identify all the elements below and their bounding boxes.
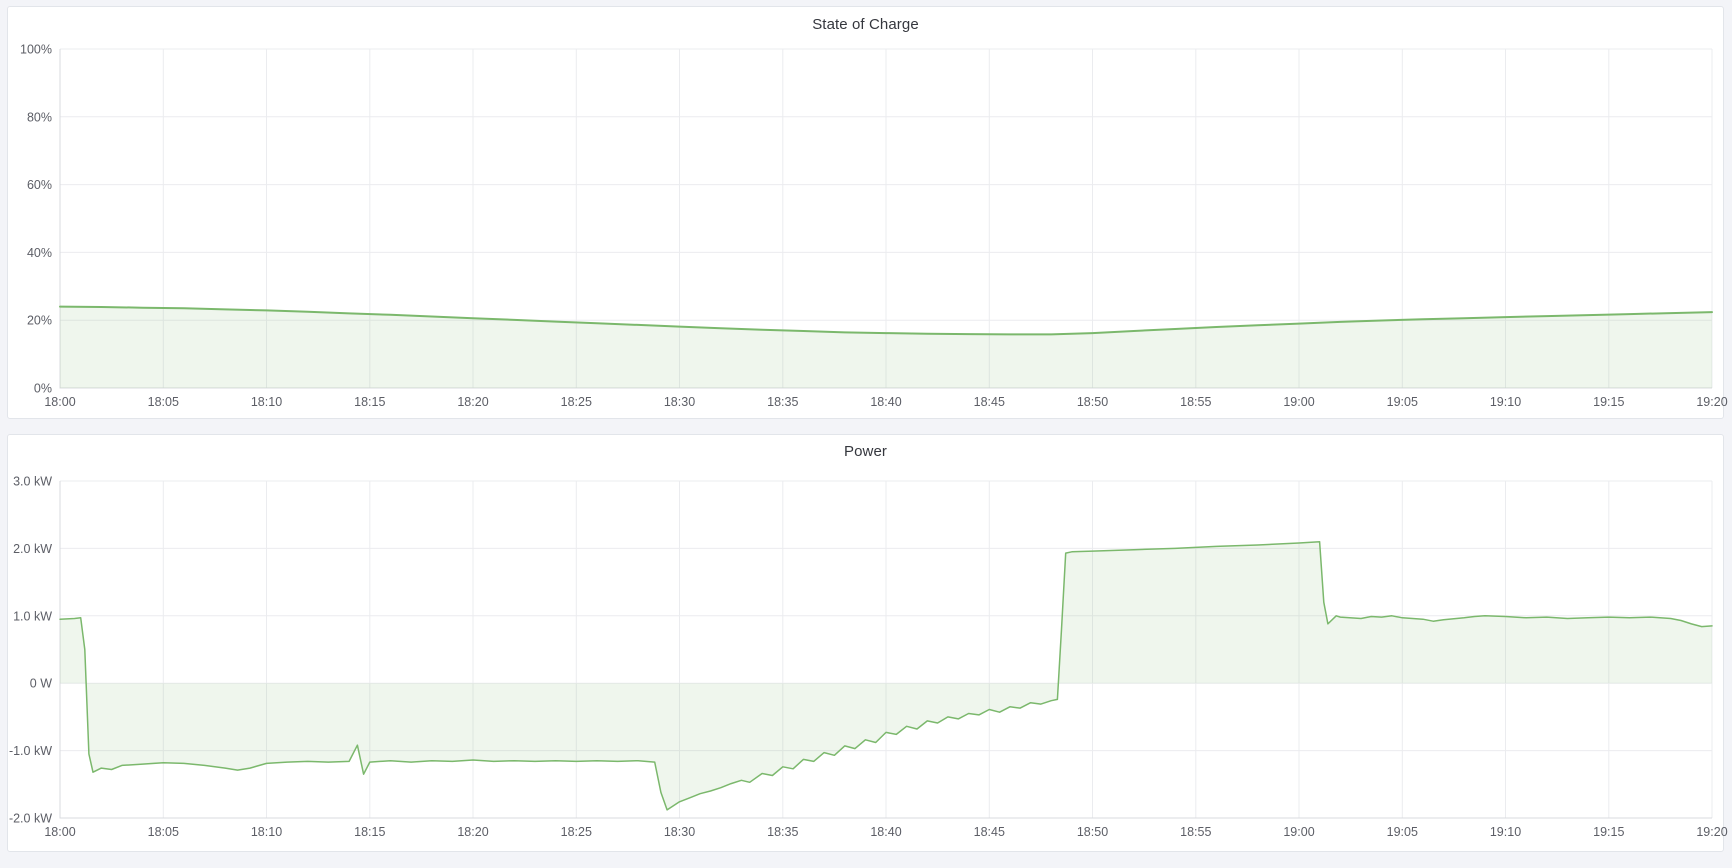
svg-text:18:30: 18:30 [664, 825, 695, 839]
svg-text:19:10: 19:10 [1490, 825, 1521, 839]
power-chart[interactable]: 18:00 18:05 18:10 18:15 18:20 18:25 18:30 18:35… [8, 467, 1728, 851]
svg-text:-1.0 kW: -1.0 kW [9, 744, 52, 758]
panel-power: Power 18:00 18:05 18:10 18:15 18:20 18:25 18:3… [7, 434, 1728, 852]
svg-text:18:00: 18:00 [44, 395, 75, 409]
svg-text:18:05: 18:05 [148, 395, 179, 409]
svg-text:18:45: 18:45 [974, 395, 1005, 409]
svg-text:18:25: 18:25 [561, 825, 592, 839]
svg-text:18:35: 18:35 [767, 395, 798, 409]
panel-header: State of Charge [8, 7, 1723, 41]
svg-text:18:20: 18:20 [457, 395, 488, 409]
svg-text:-2.0 kW: -2.0 kW [9, 812, 52, 826]
svg-text:20%: 20% [27, 314, 52, 328]
svg-text:18:20: 18:20 [457, 825, 488, 839]
svg-text:60%: 60% [27, 178, 52, 192]
svg-text:19:05: 19:05 [1387, 825, 1418, 839]
svg-text:18:05: 18:05 [148, 825, 179, 839]
svg-text:19:10: 19:10 [1490, 395, 1521, 409]
svg-text:19:15: 19:15 [1593, 825, 1624, 839]
svg-text:18:10: 18:10 [251, 825, 282, 839]
panel-title-state-of-charge[interactable]: State of Charge [812, 15, 919, 33]
svg-text:18:35: 18:35 [767, 825, 798, 839]
svg-text:18:00: 18:00 [44, 825, 75, 839]
svg-text:19:20: 19:20 [1696, 825, 1727, 839]
svg-text:19:15: 19:15 [1593, 395, 1624, 409]
svg-text:18:50: 18:50 [1077, 825, 1108, 839]
svg-text:18:50: 18:50 [1077, 395, 1108, 409]
svg-text:18:40: 18:40 [870, 825, 901, 839]
svg-text:18:40: 18:40 [870, 395, 901, 409]
svg-text:3.0 kW: 3.0 kW [13, 475, 52, 489]
svg-text:18:15: 18:15 [354, 825, 385, 839]
svg-text:1.0 kW: 1.0 kW [13, 609, 52, 623]
svg-text:40%: 40% [27, 246, 52, 260]
svg-text:0 W: 0 W [30, 677, 52, 691]
state-of-charge-chart[interactable]: 18:00 18:05 18:10 18:15 18:20 18:25 18:30 18:35… [8, 41, 1728, 418]
svg-text:19:00: 19:00 [1283, 395, 1314, 409]
svg-text:19:20: 19:20 [1696, 395, 1727, 409]
svg-text:18:15: 18:15 [354, 395, 385, 409]
svg-text:0%: 0% [34, 382, 52, 396]
svg-text:2.0 kW: 2.0 kW [13, 542, 52, 556]
svg-text:18:55: 18:55 [1180, 395, 1211, 409]
svg-text:100%: 100% [20, 43, 52, 57]
svg-text:19:00: 19:00 [1283, 825, 1314, 839]
svg-text:80%: 80% [27, 110, 52, 124]
panel-title-power[interactable]: Power [843, 442, 888, 460]
svg-text:18:10: 18:10 [251, 395, 282, 409]
svg-text:18:45: 18:45 [974, 825, 1005, 839]
svg-text:18:55: 18:55 [1180, 825, 1211, 839]
svg-text:19:05: 19:05 [1387, 395, 1418, 409]
panel-state-of-charge: State of Charge 18:00 18:05 18:10 18:15 18:2… [7, 6, 1728, 419]
svg-text:18:30: 18:30 [664, 395, 695, 409]
panel-header: Power [8, 435, 1723, 467]
svg-text:18:25: 18:25 [561, 395, 592, 409]
